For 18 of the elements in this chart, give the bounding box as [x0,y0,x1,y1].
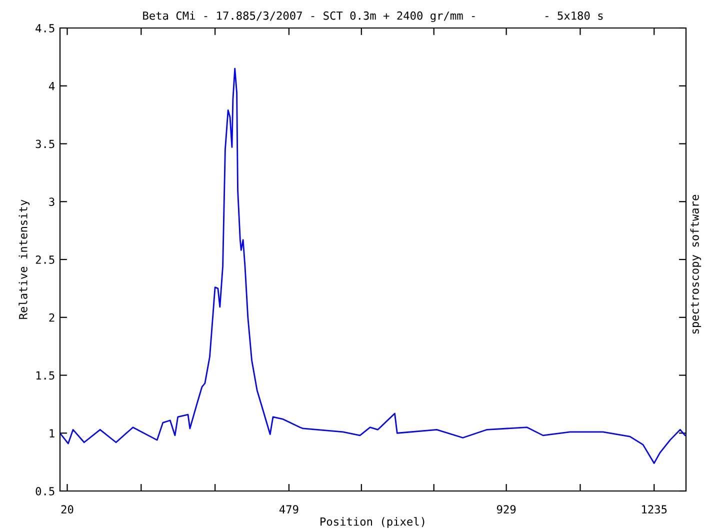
x-tick-label: 20 [61,505,74,514]
y-tick-label: 0.5 [36,487,54,496]
text: spectroscopy software [690,194,702,334]
line-series [60,68,686,464]
y-tick-label: 3.5 [36,140,54,148]
x-tick-label: 1235 [642,505,667,514]
y-tick-label: 4 [49,82,55,90]
x-axis-title: Position (pixel) [320,517,424,528]
chart-title: Beta CMi - 17.885/3/2007 - SCT 0.3m + 2400 gr/mm - - 5x180 s [143,11,603,22]
x-tick-label: 479 [279,505,298,514]
y-tick-label: 1.5 [36,371,54,380]
y-tick-label: 2 [49,313,54,322]
y-axis-title: Relative intensity [18,200,30,319]
y-tick-label: 4.5 [36,24,54,32]
y-tick-label: 3 [49,198,54,206]
x-tick-label: 929 [496,505,516,514]
y-tick-label: 2.5 [36,256,54,264]
y-tick-label: 1 [50,429,54,438]
